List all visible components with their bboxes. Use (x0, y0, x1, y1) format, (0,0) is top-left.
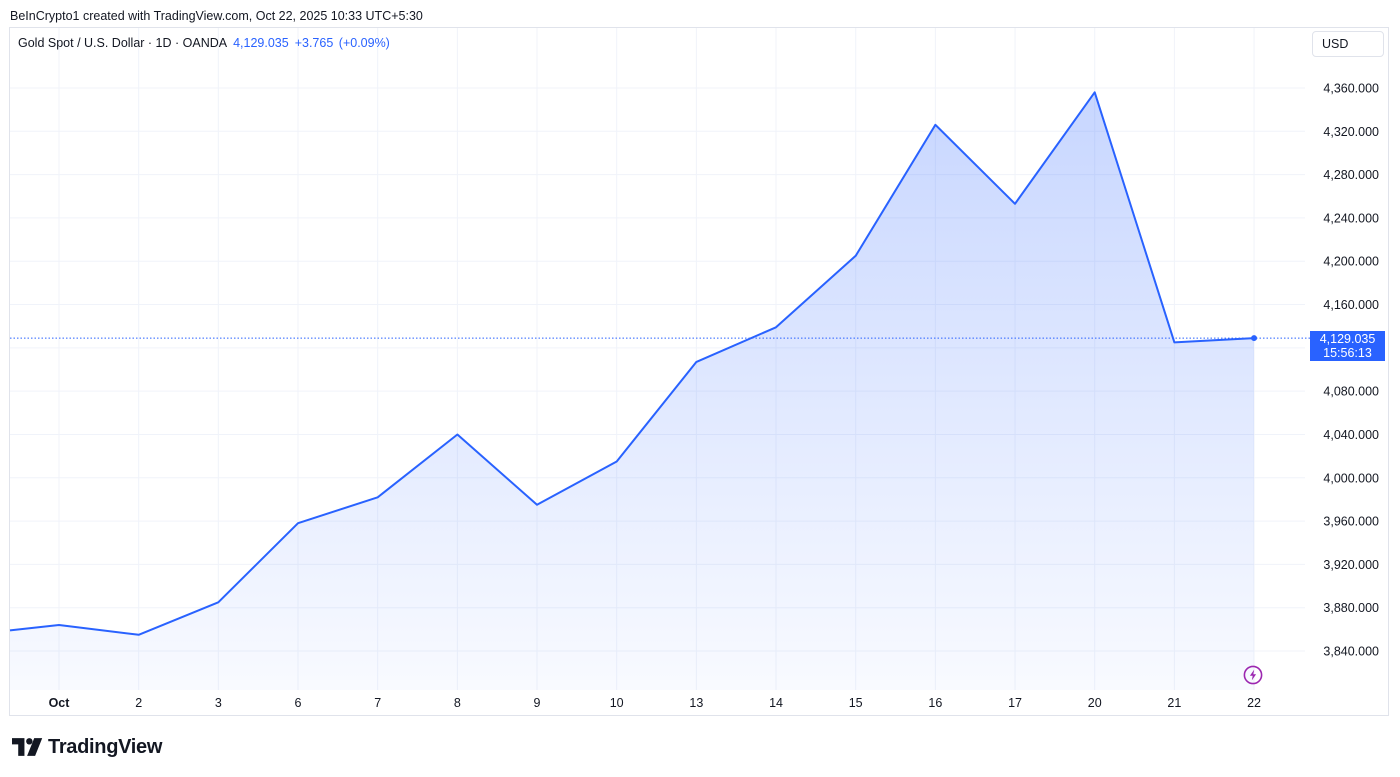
y-tick-label: 4,200.000 (1323, 255, 1379, 269)
y-tick-label: 4,320.000 (1323, 125, 1379, 139)
bar-countdown: 15:56:13 (1323, 346, 1372, 360)
x-tick-label: 21 (1167, 696, 1181, 710)
x-tick-label: Oct (49, 696, 71, 710)
x-tick-label: 13 (689, 696, 703, 710)
x-tick-label: 20 (1088, 696, 1102, 710)
price-line (9, 91, 1255, 636)
last-price-tag: 4,129.035 15:56:13 (1310, 331, 1385, 361)
price-area-fill (10, 92, 1255, 691)
symbol-label: Gold Spot / U.S. Dollar · 1D · OANDA (18, 36, 228, 50)
y-axis-labels: 3,840.000 3,880.000 3,920.000 3,960.000 4,00… (1323, 82, 1379, 659)
last-price-value: 4,129.035 (233, 36, 289, 50)
x-tick-label: 14 (769, 696, 783, 710)
x-tick-label: 16 (928, 696, 942, 710)
price-change-percent: (+0.09%) (338, 36, 390, 50)
y-tick-label: 4,240.000 (1323, 211, 1379, 225)
y-tick-label: 3,880.000 (1323, 601, 1379, 615)
x-axis-labels: Oct 2 3 6 7 8 9 10 13 14 15 16 17 20 21 22 (49, 696, 1261, 710)
x-tick-label: 2 (135, 696, 142, 710)
currency-button[interactable]: USD (1312, 31, 1384, 57)
symbol-legend[interactable]: Gold Spot / U.S. Dollar · 1D · OANDA 4,12… (18, 36, 390, 50)
y-tick-label: 4,280.000 (1323, 168, 1379, 182)
price-change-value: +3.765 (294, 36, 334, 50)
y-tick-label: 4,360.000 (1323, 82, 1379, 96)
x-tick-label: 7 (374, 696, 381, 710)
tradingview-logo[interactable]: TradingView (12, 735, 162, 759)
tradingview-logo-icon (12, 738, 43, 756)
chart-frame (9, 27, 1389, 716)
y-tick-label: 3,960.000 (1323, 515, 1379, 529)
y-tick-label: 4,000.000 (1323, 471, 1379, 485)
x-tick-label: 6 (295, 696, 302, 710)
x-tick-label: 22 (1247, 696, 1261, 710)
y-tick-label: 3,920.000 (1323, 558, 1379, 572)
x-tick-label: 15 (849, 696, 863, 710)
x-tick-label: 8 (454, 696, 461, 710)
x-tick-label: 9 (534, 696, 541, 710)
y-tick-label: 4,160.000 (1323, 298, 1379, 312)
x-tick-label: 10 (610, 696, 624, 710)
x-tick-label: 3 (215, 696, 222, 710)
y-tick-label: 3,840.000 (1323, 645, 1379, 659)
price-tag-value: 4,129.035 (1319, 332, 1376, 346)
x-tick-label: 17 (1008, 696, 1022, 710)
chart-credit: BeInCrypto1 created with TradingView.com… (10, 9, 423, 23)
lightning-bolt-icon[interactable] (1243, 665, 1263, 685)
y-tick-label: 4,040.000 (1323, 428, 1379, 442)
tradingview-wordmark: TradingView (48, 735, 163, 758)
last-price-dot (1251, 335, 1258, 342)
y-tick-label: 4,080.000 (1323, 385, 1379, 399)
